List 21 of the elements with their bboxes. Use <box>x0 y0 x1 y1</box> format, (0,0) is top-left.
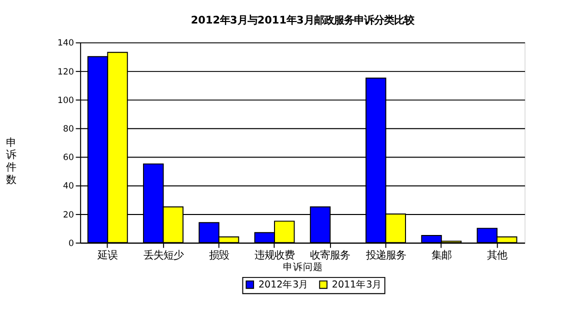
y-tick-label: 20 <box>62 210 74 220</box>
x-axis-title: 申诉问题 <box>282 260 323 273</box>
y-axis-title: 申诉件数 <box>6 136 16 186</box>
x-tick-label: 延误 <box>96 249 118 262</box>
chart-title: 2012年3月与2011年3月邮政服务申诉分类比较 <box>190 14 415 26</box>
x-tick-label: 其他 <box>487 249 508 262</box>
y-tick-label: 0 <box>68 238 74 249</box>
x-tick-label: 损毁 <box>208 249 229 262</box>
y-tick-label: 40 <box>62 182 74 192</box>
y-tick-label: 120 <box>58 67 74 78</box>
y-tick-label: 60 <box>62 153 74 164</box>
y-tick-label: 100 <box>58 96 74 106</box>
y-tick-label: 80 <box>62 124 74 135</box>
x-tick-label: 收寄服务 <box>310 249 350 262</box>
y-tick-label: 140 <box>58 38 74 49</box>
legend-label: 2012年3月 <box>258 278 309 291</box>
legend-label: 2011年3月 <box>332 278 382 291</box>
x-tick-label: 丢失短少 <box>143 249 184 262</box>
x-tick-label: 违规收费 <box>254 249 295 262</box>
x-tick-label: 投递服务 <box>364 249 406 262</box>
x-tick-label: 集邮 <box>431 249 452 262</box>
